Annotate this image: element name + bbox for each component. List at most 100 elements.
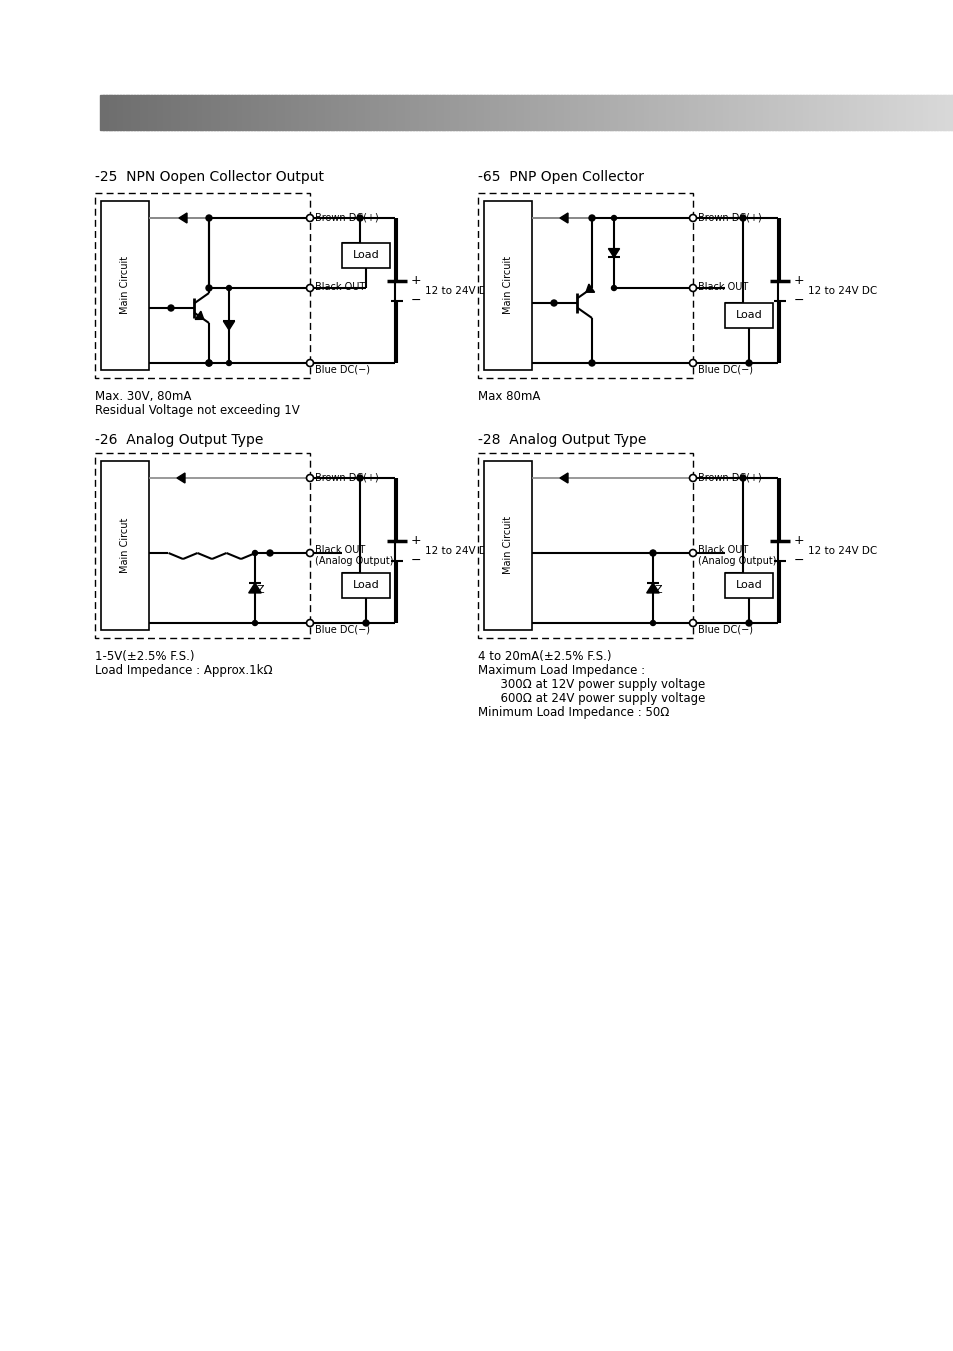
Bar [271,95,274,130]
Text: -26  Analog Output Type: -26 Analog Output Type [95,434,263,447]
Text: +: + [793,534,803,547]
Circle shape [649,550,656,557]
Bar [638,95,641,130]
Bar [477,453,692,638]
Bar [444,95,448,130]
Bar [517,95,521,130]
Bar [341,95,345,130]
Bar [814,95,818,130]
Bar [361,95,365,130]
Bar [510,95,514,130]
Bar [879,95,882,130]
Bar [347,95,351,130]
Bar [560,95,564,130]
Polygon shape [559,213,567,223]
Bar [416,95,419,130]
Bar [461,95,465,130]
Bar [705,95,709,130]
Bar [618,95,621,130]
Bar [483,201,532,370]
Circle shape [740,215,745,222]
Bar [299,95,303,130]
Circle shape [650,620,655,626]
Text: Minimum Load Impedance : 50Ω: Minimum Load Impedance : 50Ω [477,707,669,719]
Bar [694,95,698,130]
Bar [748,95,752,130]
Bar [825,95,829,130]
Bar [842,95,846,130]
Polygon shape [179,213,187,223]
Circle shape [253,550,257,555]
Text: Main Circuit: Main Circuit [502,516,513,574]
Bar [341,243,390,267]
Text: Residual Voltage not exceeding 1V: Residual Voltage not exceeding 1V [95,404,299,417]
Bar [401,95,405,130]
Bar [629,95,633,130]
Bar [535,95,538,130]
Text: (Analog Output): (Analog Output) [314,557,393,566]
Bar [805,95,809,130]
Bar [774,95,778,130]
Bar [159,95,164,130]
Bar [771,95,775,130]
Circle shape [740,476,745,481]
Bar [168,95,172,130]
Text: Load Impedance : Approx.1kΩ: Load Impedance : Approx.1kΩ [95,663,273,677]
Bar [708,95,712,130]
Bar [788,95,792,130]
Bar [950,95,953,130]
Bar [191,95,194,130]
Circle shape [306,215,314,222]
Bar [566,95,570,130]
Bar [632,95,636,130]
Bar [734,95,738,130]
Bar [924,95,928,130]
Bar [294,95,297,130]
Bar [572,95,576,130]
Bar [688,95,693,130]
Text: (Analog Output): (Analog Output) [698,557,776,566]
Bar [358,95,362,130]
Bar [504,95,508,130]
Bar [421,95,425,130]
Bar [305,95,309,130]
Bar [470,95,474,130]
Bar [649,95,653,130]
Bar [523,95,527,130]
Polygon shape [608,249,618,258]
Bar [902,95,905,130]
Bar [623,95,627,130]
Bar [820,95,823,130]
Bar [314,95,317,130]
Bar [899,95,902,130]
Bar [211,95,214,130]
Text: Main Circuit: Main Circuit [120,255,130,313]
Bar [589,95,593,130]
Bar [675,95,679,130]
Bar [501,95,505,130]
Bar [845,95,849,130]
Bar [453,95,456,130]
Circle shape [206,359,212,366]
Bar [857,95,861,130]
Bar [355,95,359,130]
Bar [933,95,937,130]
Bar [245,95,249,130]
Bar [893,95,897,130]
Text: 1-5V(±2.5% F.S.): 1-5V(±2.5% F.S.) [95,650,194,663]
Bar [335,95,340,130]
Bar [916,95,920,130]
Bar [660,95,664,130]
Text: Black OUT: Black OUT [698,544,747,555]
Bar [942,95,945,130]
Bar [672,95,676,130]
Bar [658,95,661,130]
Bar [896,95,900,130]
Bar [152,95,155,130]
Bar [202,95,206,130]
Bar [600,95,604,130]
Bar [598,95,601,130]
Text: Blue DC(−): Blue DC(−) [698,624,752,634]
Bar [555,95,558,130]
Bar [700,95,703,130]
